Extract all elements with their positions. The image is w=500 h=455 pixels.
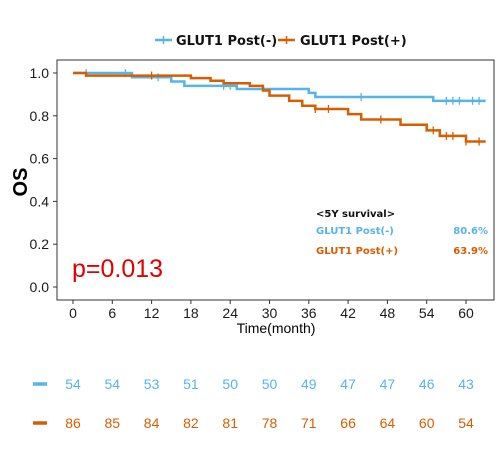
x-tick-label: 6 <box>108 305 116 321</box>
risk-count: 46 <box>419 376 435 392</box>
y-tick-label: 0.0 <box>30 279 50 295</box>
survival-label-2: GLUT1 Post(+) <box>316 246 398 257</box>
risk-count: 47 <box>340 376 356 392</box>
risk-count: 53 <box>144 376 160 392</box>
x-tick-label: 12 <box>144 305 160 321</box>
risk-count: 66 <box>340 415 356 431</box>
risk-count: 81 <box>222 415 238 431</box>
x-tick-label: 36 <box>301 305 317 321</box>
survival-value-1: 80.6% <box>453 226 488 237</box>
risk-count: 43 <box>458 376 474 392</box>
survival-header: <5Y survival> <box>316 209 395 220</box>
x-axis: 0 6 12 18 24 30 36 42 48 54 60 <box>69 300 474 321</box>
y-tick-label: 0.6 <box>30 151 50 167</box>
p-value: p=0.013 <box>72 255 163 283</box>
survival-label-1: GLUT1 Post(-) <box>316 226 394 237</box>
x-tick-label: 48 <box>380 305 396 321</box>
risk-count: 82 <box>183 415 199 431</box>
risk-count: 60 <box>419 415 435 431</box>
risk-count: 84 <box>144 415 160 431</box>
legend-label-series-2: GLUT1 Post(+) <box>300 34 407 49</box>
risk-count: 71 <box>301 415 317 431</box>
legend-label-series-1: GLUT1 Post(-) <box>176 34 277 49</box>
risk-count: 54 <box>65 376 81 392</box>
survival-curve-series-2 <box>73 71 486 143</box>
x-axis-title: Time(month) <box>237 320 316 336</box>
risk-count: 85 <box>105 415 121 431</box>
risk-count: 78 <box>262 415 278 431</box>
survival-value-2: 63.9% <box>453 246 488 257</box>
risk-table: 54 54 53 51 50 50 49 47 47 46 43 86 85 84 82 81 78 71 66 64… <box>33 376 474 431</box>
risk-count: 47 <box>380 376 396 392</box>
x-tick-label: 0 <box>69 305 77 321</box>
x-tick-label: 54 <box>419 305 435 321</box>
y-tick-label: 0.2 <box>30 236 50 252</box>
y-axis: 0.0 0.2 0.4 0.6 0.8 1.0 <box>30 65 57 295</box>
x-tick-label: 42 <box>340 305 356 321</box>
y-axis-title: OS <box>10 168 32 197</box>
x-tick-label: 18 <box>183 305 199 321</box>
risk-count: 49 <box>301 376 317 392</box>
x-tick-label: 60 <box>458 305 474 321</box>
survival-curves <box>73 69 486 146</box>
risk-count: 54 <box>458 415 474 431</box>
risk-count: 51 <box>183 376 199 392</box>
y-tick-label: 1.0 <box>30 65 50 81</box>
plot-frame <box>56 59 495 301</box>
x-tick-label: 30 <box>262 305 278 321</box>
risk-count: 54 <box>105 376 121 392</box>
risk-count: 86 <box>65 415 81 431</box>
y-tick-label: 0.8 <box>30 108 50 124</box>
risk-count: 64 <box>380 415 396 431</box>
x-tick-label: 24 <box>222 305 238 321</box>
risk-count: 50 <box>262 376 278 392</box>
survival-annotation: <5Y survival> GLUT1 Post(-) 80.6% GLUT1 … <box>316 209 488 257</box>
y-tick-label: 0.4 <box>30 193 50 209</box>
risk-count: 50 <box>222 376 238 392</box>
legend: GLUT1 Post(-) GLUT1 Post(+) <box>155 34 407 49</box>
